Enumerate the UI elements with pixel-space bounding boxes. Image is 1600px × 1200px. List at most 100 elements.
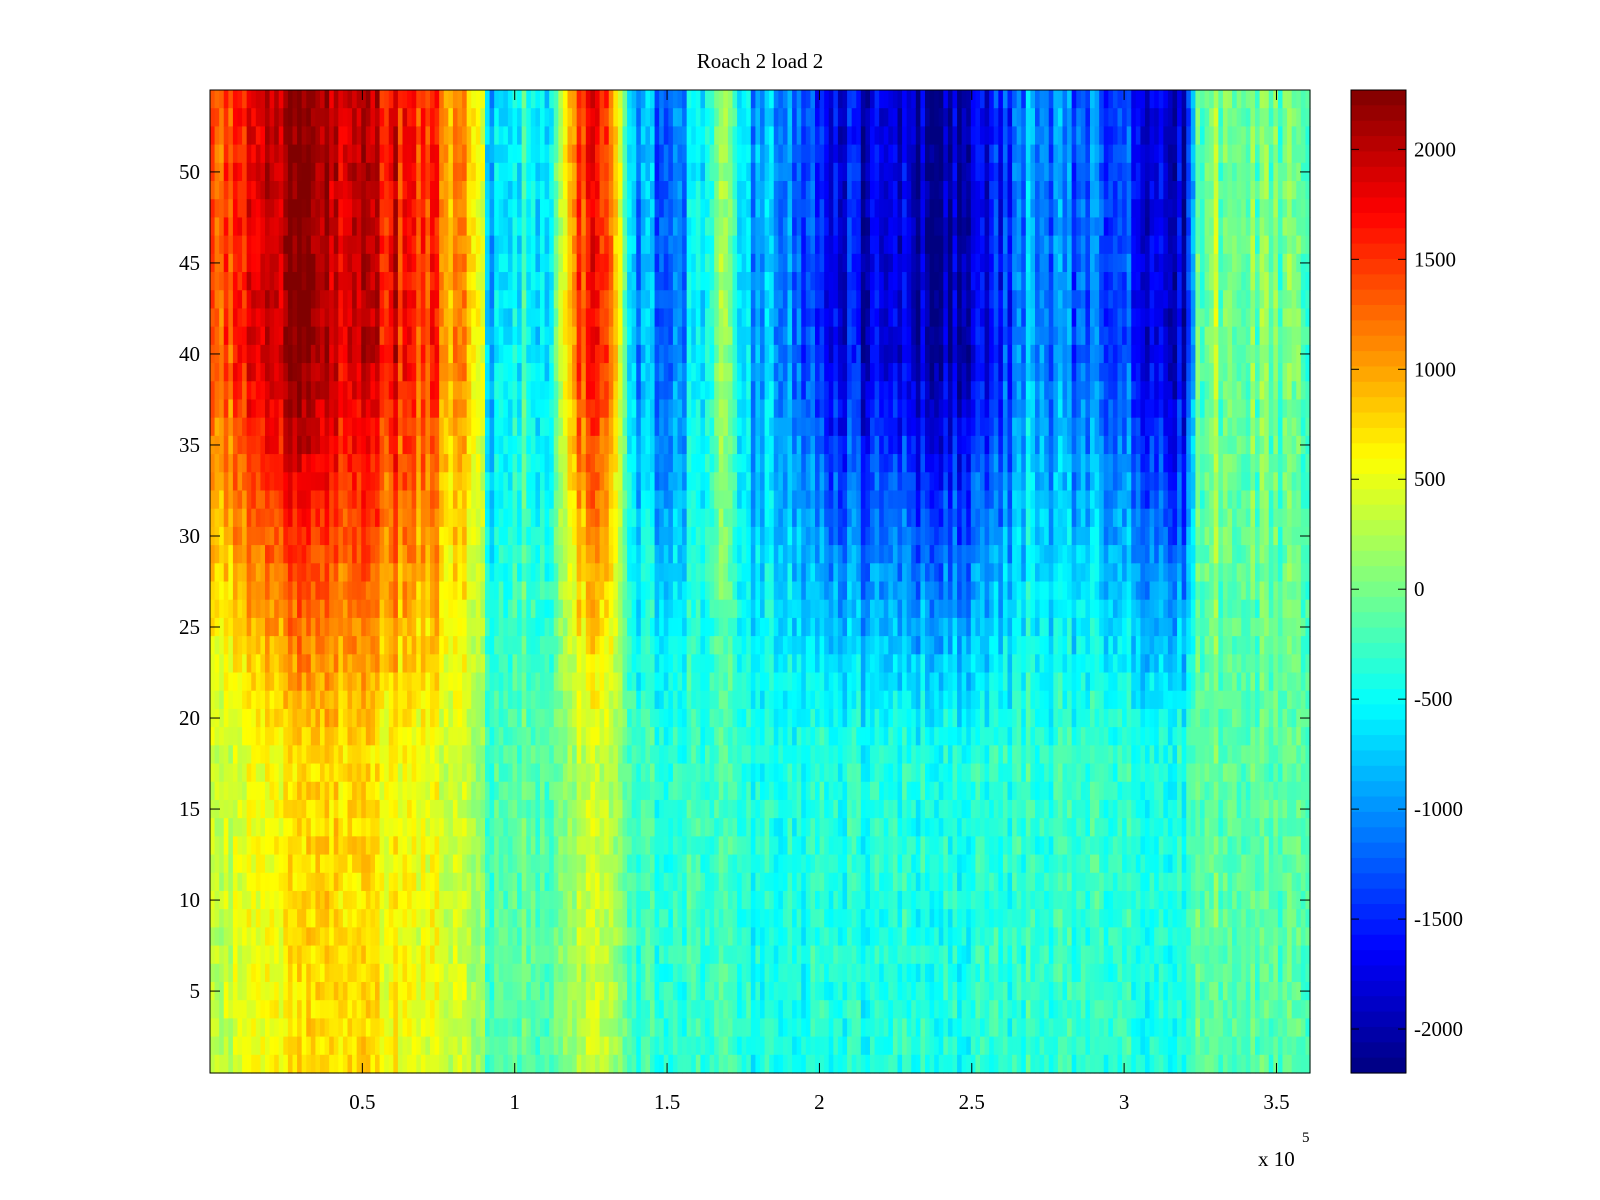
heatmap-cell bbox=[379, 745, 385, 765]
heatmap-cell bbox=[375, 781, 381, 801]
heatmap-cell bbox=[228, 927, 234, 947]
heatmap-cell bbox=[393, 217, 399, 237]
heatmap-cell bbox=[475, 617, 482, 637]
heatmap-cell bbox=[434, 344, 440, 364]
heatmap-cell bbox=[549, 963, 555, 983]
heatmap-cell bbox=[512, 545, 518, 564]
heatmap-cell bbox=[242, 799, 248, 819]
heatmap-cell bbox=[214, 126, 220, 146]
heatmap-cell bbox=[567, 217, 573, 237]
heatmap-cell bbox=[242, 454, 248, 473]
heatmap-cell bbox=[333, 690, 339, 710]
heatmap-cell bbox=[498, 581, 504, 601]
heatmap-cell bbox=[595, 199, 601, 219]
heatmap-cell bbox=[223, 344, 229, 364]
heatmap-cell bbox=[462, 308, 468, 328]
heatmap-cell bbox=[242, 836, 248, 856]
heatmap-cell bbox=[379, 654, 385, 674]
heatmap-cell bbox=[352, 508, 358, 528]
heatmap-cell bbox=[297, 472, 303, 492]
heatmap-cell bbox=[562, 545, 569, 564]
heatmap-cell bbox=[595, 472, 601, 492]
heatmap-cell bbox=[333, 526, 339, 546]
heatmap-cell bbox=[452, 272, 459, 291]
heatmap-cell bbox=[379, 909, 385, 928]
heatmap-cell bbox=[260, 126, 266, 146]
heatmap-cell bbox=[549, 617, 555, 637]
heatmap-cell bbox=[333, 1054, 339, 1074]
heatmap-cell bbox=[526, 1036, 532, 1056]
heatmap-cell bbox=[338, 272, 344, 291]
heatmap-cell bbox=[498, 363, 504, 382]
heatmap-cell bbox=[585, 617, 592, 637]
heatmap-cell bbox=[462, 981, 468, 1001]
heatmap-cell bbox=[448, 526, 454, 546]
heatmap-cell bbox=[608, 272, 614, 291]
heatmap-cell bbox=[622, 1000, 628, 1019]
heatmap-cell bbox=[416, 872, 422, 892]
heatmap-cell bbox=[379, 308, 385, 328]
heatmap-cell bbox=[544, 836, 550, 856]
heatmap-cell bbox=[232, 617, 239, 637]
heatmap-cell bbox=[269, 818, 275, 837]
heatmap-cell bbox=[535, 1018, 541, 1038]
heatmap-cell bbox=[452, 854, 459, 874]
heatmap-cell bbox=[613, 672, 619, 692]
heatmap-cell bbox=[512, 490, 518, 510]
heatmap-cell bbox=[347, 217, 353, 237]
heatmap-cell bbox=[567, 636, 573, 655]
heatmap-cell bbox=[562, 90, 569, 109]
heatmap-cell bbox=[301, 927, 307, 947]
heatmap-cell bbox=[342, 981, 349, 1001]
heatmap-cell bbox=[310, 108, 317, 127]
heatmap-cell bbox=[310, 435, 317, 455]
heatmap-cell bbox=[352, 854, 358, 874]
heatmap-cell bbox=[434, 781, 440, 801]
heatmap-cell bbox=[246, 108, 252, 127]
heatmap-cell bbox=[297, 745, 303, 765]
heatmap-cell bbox=[393, 381, 399, 401]
heatmap-cell bbox=[420, 672, 427, 692]
heatmap-cell bbox=[379, 435, 385, 455]
heatmap-cell bbox=[466, 1036, 472, 1056]
heatmap-cell bbox=[434, 308, 440, 328]
heatmap-cell bbox=[485, 435, 491, 455]
heatmap-cell bbox=[622, 326, 628, 346]
heatmap-cell bbox=[595, 981, 601, 1001]
heatmap-cell bbox=[246, 927, 252, 947]
heatmap-cell bbox=[237, 708, 243, 728]
heatmap-cell bbox=[237, 144, 243, 164]
heatmap-cell bbox=[356, 654, 362, 674]
heatmap-cell bbox=[219, 363, 225, 382]
heatmap-cell bbox=[489, 435, 495, 455]
heatmap-cell bbox=[393, 144, 399, 164]
heatmap-cell bbox=[365, 1000, 372, 1019]
heatmap-cell bbox=[228, 599, 234, 619]
heatmap-cell bbox=[558, 909, 564, 928]
heatmap-cell bbox=[223, 654, 229, 674]
heatmap-cell bbox=[434, 1000, 440, 1019]
heatmap-cell bbox=[512, 836, 518, 856]
heatmap-cell bbox=[228, 90, 234, 109]
heatmap-cell bbox=[260, 199, 266, 219]
heatmap-cell bbox=[338, 636, 344, 655]
heatmap-cell bbox=[521, 308, 527, 328]
heatmap-cell bbox=[292, 563, 298, 583]
heatmap-cell bbox=[485, 963, 491, 983]
heatmap-cell bbox=[535, 745, 541, 765]
heatmap-cell bbox=[562, 963, 569, 983]
heatmap-cell bbox=[347, 745, 353, 765]
heatmap-cell bbox=[627, 599, 633, 619]
heatmap-cell bbox=[297, 1000, 303, 1019]
heatmap-cell bbox=[287, 854, 294, 874]
heatmap-cell bbox=[283, 1036, 289, 1056]
heatmap-cell bbox=[315, 526, 321, 546]
heatmap-cell bbox=[292, 1018, 298, 1038]
heatmap-cell bbox=[590, 144, 596, 164]
heatmap-cell bbox=[430, 253, 436, 273]
heatmap-cell bbox=[572, 435, 578, 455]
heatmap-cell bbox=[352, 326, 358, 346]
heatmap-cell bbox=[278, 563, 284, 583]
heatmap-cell bbox=[567, 1018, 573, 1038]
heatmap-cell bbox=[452, 818, 459, 837]
